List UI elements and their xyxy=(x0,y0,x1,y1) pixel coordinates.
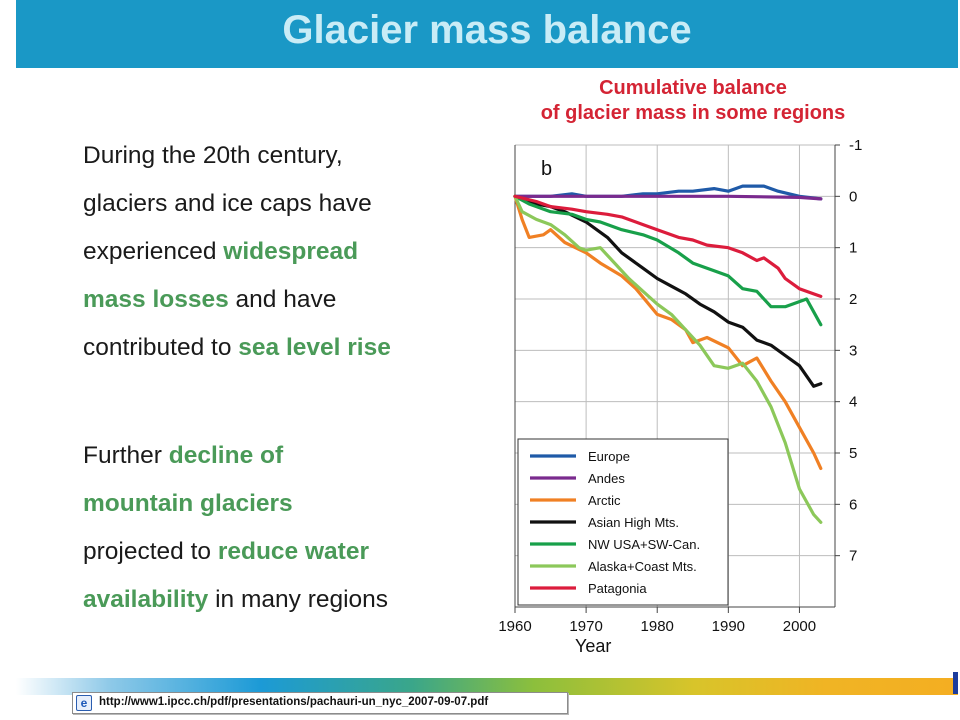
legend-label: NW USA+SW-Can. xyxy=(588,537,700,552)
body-text: in many regions xyxy=(208,586,389,613)
highlighted-text: reduce water xyxy=(217,538,369,565)
body-text: and have xyxy=(228,286,337,313)
y-tick-label: 4 xyxy=(849,394,857,411)
series-line-andes xyxy=(513,194,823,201)
url-text: http://www1.ipcc.ch/pdf/presentations/pa… xyxy=(99,696,489,708)
body-text: During the 20th century, xyxy=(83,142,343,169)
paragraph-line: availability in many regions xyxy=(83,576,388,624)
series-line-alaska-coast-mts- xyxy=(513,194,823,524)
chart-title-line-2: of glacier mass in some regions xyxy=(540,102,846,124)
body-text: experienced xyxy=(83,238,224,265)
paragraph-line: experienced widespread xyxy=(83,228,391,276)
body-text: projected to xyxy=(83,538,218,565)
legend-label: Patagonia xyxy=(588,581,647,596)
footer-gradient-bar xyxy=(16,678,958,695)
body-text: contributed to xyxy=(83,334,239,361)
paragraph-line: During the 20th century, xyxy=(83,132,391,180)
legend-label: Alaska+Coast Mts. xyxy=(588,559,697,574)
legend-label: Andes xyxy=(588,471,625,486)
series-line-arctic xyxy=(513,194,823,470)
highlighted-text: mass losses xyxy=(83,286,229,313)
paragraph-20th-century: During the 20th century, glaciers and ice… xyxy=(83,132,391,372)
y-axis-label: Cumulative total mass balance [mm SLE] xyxy=(867,226,870,537)
x-tick-label: 2000 xyxy=(783,618,816,635)
highlighted-text: sea level rise xyxy=(238,334,391,361)
y-tick-label: 5 xyxy=(849,445,857,462)
y-tick-label: 7 xyxy=(849,548,857,565)
y-tick-label: 3 xyxy=(849,342,857,359)
y-tick-label: 0 xyxy=(849,188,857,205)
slide-title: Glacier mass balance xyxy=(282,8,692,52)
right-edge-stripe xyxy=(953,672,958,694)
y-tick-label: 6 xyxy=(849,496,857,513)
legend-box xyxy=(517,438,729,606)
y-tick-label: 2 xyxy=(849,291,857,308)
paragraph-line: mass losses and have xyxy=(83,276,391,324)
y-tick-label: -1 xyxy=(849,137,862,154)
url-bar: e http://www1.ipcc.ch/pdf/presentations/… xyxy=(72,692,568,714)
x-tick-label: 1980 xyxy=(641,618,674,635)
series-line-nw-usa-sw-can- xyxy=(513,194,823,327)
header-bar: Glacier mass balance xyxy=(16,0,958,68)
glacier-mass-balance-chart: 1960 1970 1980 1990 2000 -1 0 1 2 3 4 5 6 7 Year Cumula… xyxy=(498,137,870,656)
body-text: glaciers and ice caps have xyxy=(83,190,372,217)
legend-label: Arctic xyxy=(588,493,621,508)
y-tick-label: 1 xyxy=(849,240,857,257)
paragraph-line: mountain glaciers xyxy=(83,480,388,528)
panel-label: b xyxy=(541,158,552,180)
highlighted-text: availability xyxy=(83,586,209,613)
x-tick-label: 1960 xyxy=(498,618,531,635)
paragraph-line: contributed to sea level rise xyxy=(83,324,391,372)
chart-title-line-1: Cumulative balance xyxy=(599,77,787,99)
highlighted-text: mountain glaciers xyxy=(83,490,293,517)
x-axis-label: Year xyxy=(575,636,611,656)
legend-label: Europe xyxy=(588,449,630,464)
legend-label: Asian High Mts. xyxy=(588,515,679,530)
chart-title: Cumulative balance of glacier mass in so… xyxy=(500,76,886,126)
body-text: Further xyxy=(83,442,169,469)
series-line-patagonia xyxy=(513,194,823,298)
paragraph-projection: Further decline of mountain glaciers proje… xyxy=(83,432,388,624)
x-tick-label: 1990 xyxy=(712,618,745,635)
highlighted-text: decline of xyxy=(168,442,284,469)
browser-page-icon: e xyxy=(76,695,92,711)
x-tick-label: 1970 xyxy=(569,618,602,635)
highlighted-text: widespread xyxy=(223,238,359,265)
paragraph-line: projected to reduce water xyxy=(83,528,388,576)
paragraph-line: Further decline of xyxy=(83,432,388,480)
paragraph-line: glaciers and ice caps have xyxy=(83,180,391,228)
